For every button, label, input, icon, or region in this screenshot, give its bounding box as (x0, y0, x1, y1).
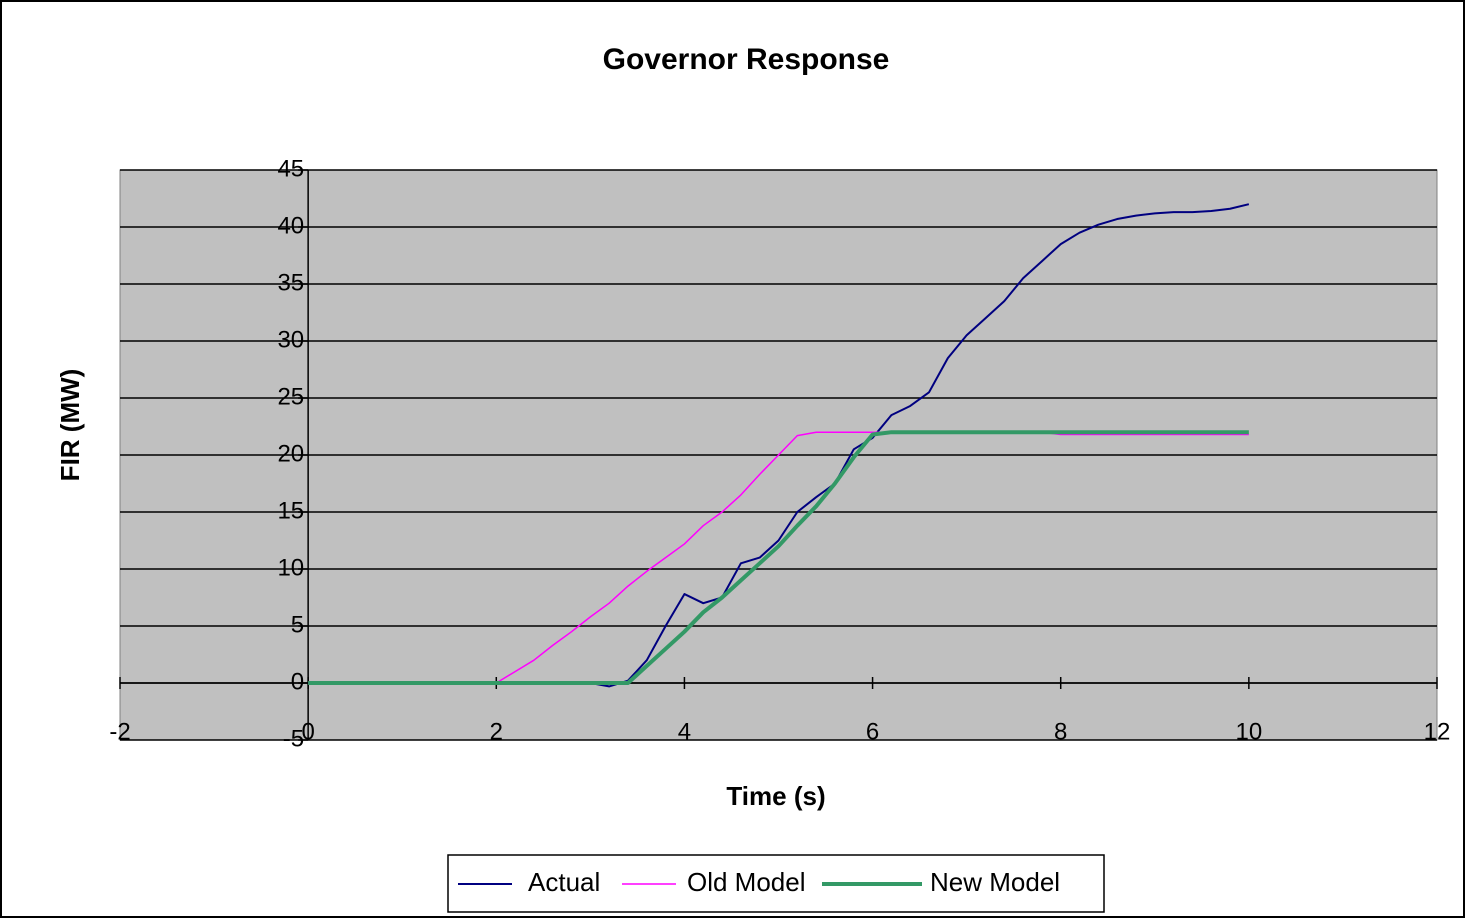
x-tick-label: 10 (1236, 718, 1263, 745)
y-tick-label: 25 (277, 383, 304, 410)
x-tick-label: 6 (866, 718, 879, 745)
y-tick-label: 40 (277, 212, 304, 239)
y-tick-label: -5 (283, 725, 304, 752)
y-tick-label: 30 (277, 326, 304, 353)
x-tick-label: 8 (1054, 718, 1067, 745)
x-tick-label: 2 (490, 718, 503, 745)
x-axis-label: Time (s) (726, 781, 825, 811)
legend-label: New Model (930, 867, 1060, 897)
x-tick-label: 4 (678, 718, 691, 745)
chart-title: Governor Response (603, 43, 890, 76)
y-tick-label: 10 (277, 554, 304, 581)
x-tick-label: -2 (109, 718, 130, 745)
y-tick-label: 20 (277, 440, 304, 467)
x-tick-label: 12 (1424, 718, 1451, 745)
legend (447, 854, 1105, 913)
legend-label: Old Model (687, 867, 806, 897)
y-tick-label: 15 (277, 497, 304, 524)
y-tick-label: 35 (277, 269, 304, 296)
y-axis-label: FIR (MW) (55, 369, 85, 482)
y-tick-label: 45 (277, 155, 304, 182)
y-tick-label: 5 (291, 611, 304, 638)
y-tick-label: 0 (291, 668, 304, 695)
legend-label: Actual (528, 867, 600, 897)
series-line (308, 430, 1249, 685)
